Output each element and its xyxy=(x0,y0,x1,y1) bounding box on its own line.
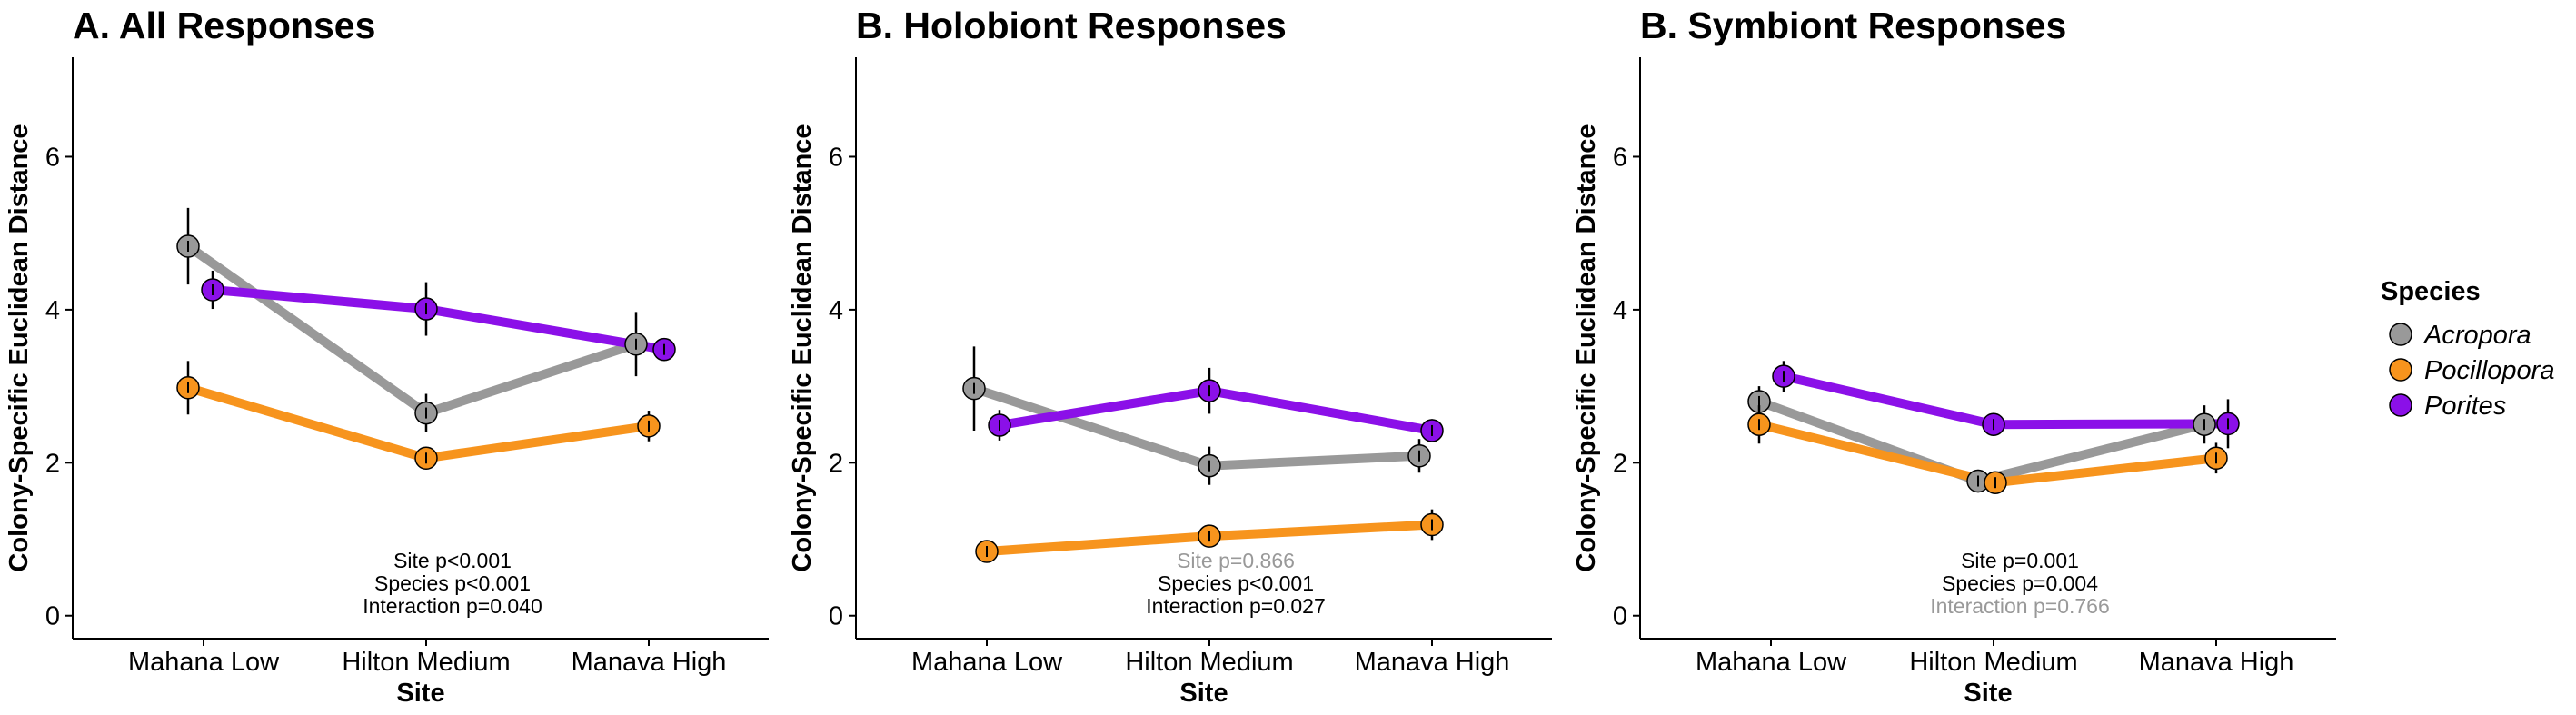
series-points-acropora xyxy=(1747,386,2216,493)
legend-label: Acropora xyxy=(2422,321,2531,350)
x-tick-label: Hilton Medium xyxy=(342,648,510,677)
stat-annotation: Species p<0.001 xyxy=(374,571,531,595)
x-tick-label: Mahana Low xyxy=(1696,648,1847,677)
x-tick-label: Hilton Medium xyxy=(1909,648,2077,677)
series-points-acropora xyxy=(962,346,1431,485)
y-tick-label: 6 xyxy=(45,143,60,172)
series-points-pocillopora xyxy=(975,509,1444,563)
y-axis-label: Colony-Specific Euclidean Distance xyxy=(788,124,817,571)
legend-item-pocillopora: Pocillopora xyxy=(2389,356,2554,385)
chart-title: B. Symbiont Responses xyxy=(1640,5,2066,46)
x-tick-label: Mahana Low xyxy=(128,648,280,677)
x-tick-label: Manava High xyxy=(2139,648,2294,677)
series-porites xyxy=(212,285,665,354)
series-porites xyxy=(1782,372,2229,430)
series-line xyxy=(186,382,650,463)
series-line xyxy=(212,285,665,354)
x-tick-label: Hilton Medium xyxy=(1125,648,1293,677)
y-tick-label: 6 xyxy=(1613,143,1627,172)
x-tick-label: Manava High xyxy=(1355,648,1510,677)
x-axis-label: Site xyxy=(1179,679,1228,708)
y-tick-label: 6 xyxy=(829,143,843,172)
y-tick-label: 2 xyxy=(1613,449,1627,478)
y-tick-label: 0 xyxy=(45,602,60,631)
y-tick-label: 2 xyxy=(829,449,843,478)
legend-title: Species xyxy=(2381,277,2481,306)
series-points-porites xyxy=(1772,361,2240,449)
stat-annotation: Site p<0.001 xyxy=(393,549,512,572)
x-tick-label: Mahana Low xyxy=(911,648,1063,677)
y-tick-label: 4 xyxy=(1613,296,1627,325)
x-tick-label: Manava High xyxy=(572,648,727,677)
series-points-pocillopora xyxy=(1747,405,2228,494)
y-axis-label: Colony-Specific Euclidean Distance xyxy=(1572,124,1601,571)
chart-title: A. All Responses xyxy=(73,5,375,46)
series-pocillopora xyxy=(186,382,650,463)
series-points-porites xyxy=(988,367,1444,442)
series-points-porites xyxy=(201,270,676,362)
series-line xyxy=(1782,372,2229,430)
legend-label: Pocillopora xyxy=(2424,356,2554,385)
x-axis-label: Site xyxy=(396,679,444,708)
legend-label: Porites xyxy=(2424,392,2506,421)
legend-item-porites: Porites xyxy=(2389,392,2506,421)
stat-annotation: Interaction p=0.040 xyxy=(363,594,542,618)
y-tick-label: 0 xyxy=(829,602,843,631)
stat-annotation: Interaction p=0.027 xyxy=(1146,594,1326,618)
y-tick-label: 4 xyxy=(45,296,60,325)
y-axis-label: Colony-Specific Euclidean Distance xyxy=(5,124,34,571)
chart-panel-3: B. Symbiont Responses 0 2 4 6 Mahana Low Hilto… xyxy=(1572,5,2336,708)
chart-title: B. Holobiont Responses xyxy=(856,5,1287,46)
y-tick-label: 4 xyxy=(829,296,843,325)
legend-swatch xyxy=(2389,393,2412,417)
x-axis-label: Site xyxy=(1964,679,2012,708)
stat-annotation: Site p=0.866 xyxy=(1177,549,1295,572)
series-points-pocillopora xyxy=(176,361,661,471)
stat-annotation: Species p=0.004 xyxy=(1942,571,2098,595)
y-tick-label: 0 xyxy=(1613,602,1627,631)
legend-swatch xyxy=(2389,323,2412,346)
series-acropora xyxy=(972,383,1420,471)
chart-panel-1: A. All Responses 0 2 4 6 Mahana Low Hilton Med… xyxy=(5,5,769,708)
stat-annotation: Interaction p=0.766 xyxy=(1930,594,2110,618)
y-tick-label: 2 xyxy=(45,449,60,478)
stat-annotation: Species p<0.001 xyxy=(1158,571,1314,595)
series-line xyxy=(972,383,1420,471)
legend: Species Acropora Pocillopora Porites xyxy=(2381,277,2554,421)
chart-panel-2: B. Holobiont Responses 0 2 4 6 Mahana Low Hilt… xyxy=(788,5,1552,708)
legend-swatch xyxy=(2389,358,2412,382)
legend-item-acropora: Acropora xyxy=(2389,321,2531,350)
series-points-acropora xyxy=(176,207,648,432)
stat-annotation: Site p=0.001 xyxy=(1961,549,2079,572)
